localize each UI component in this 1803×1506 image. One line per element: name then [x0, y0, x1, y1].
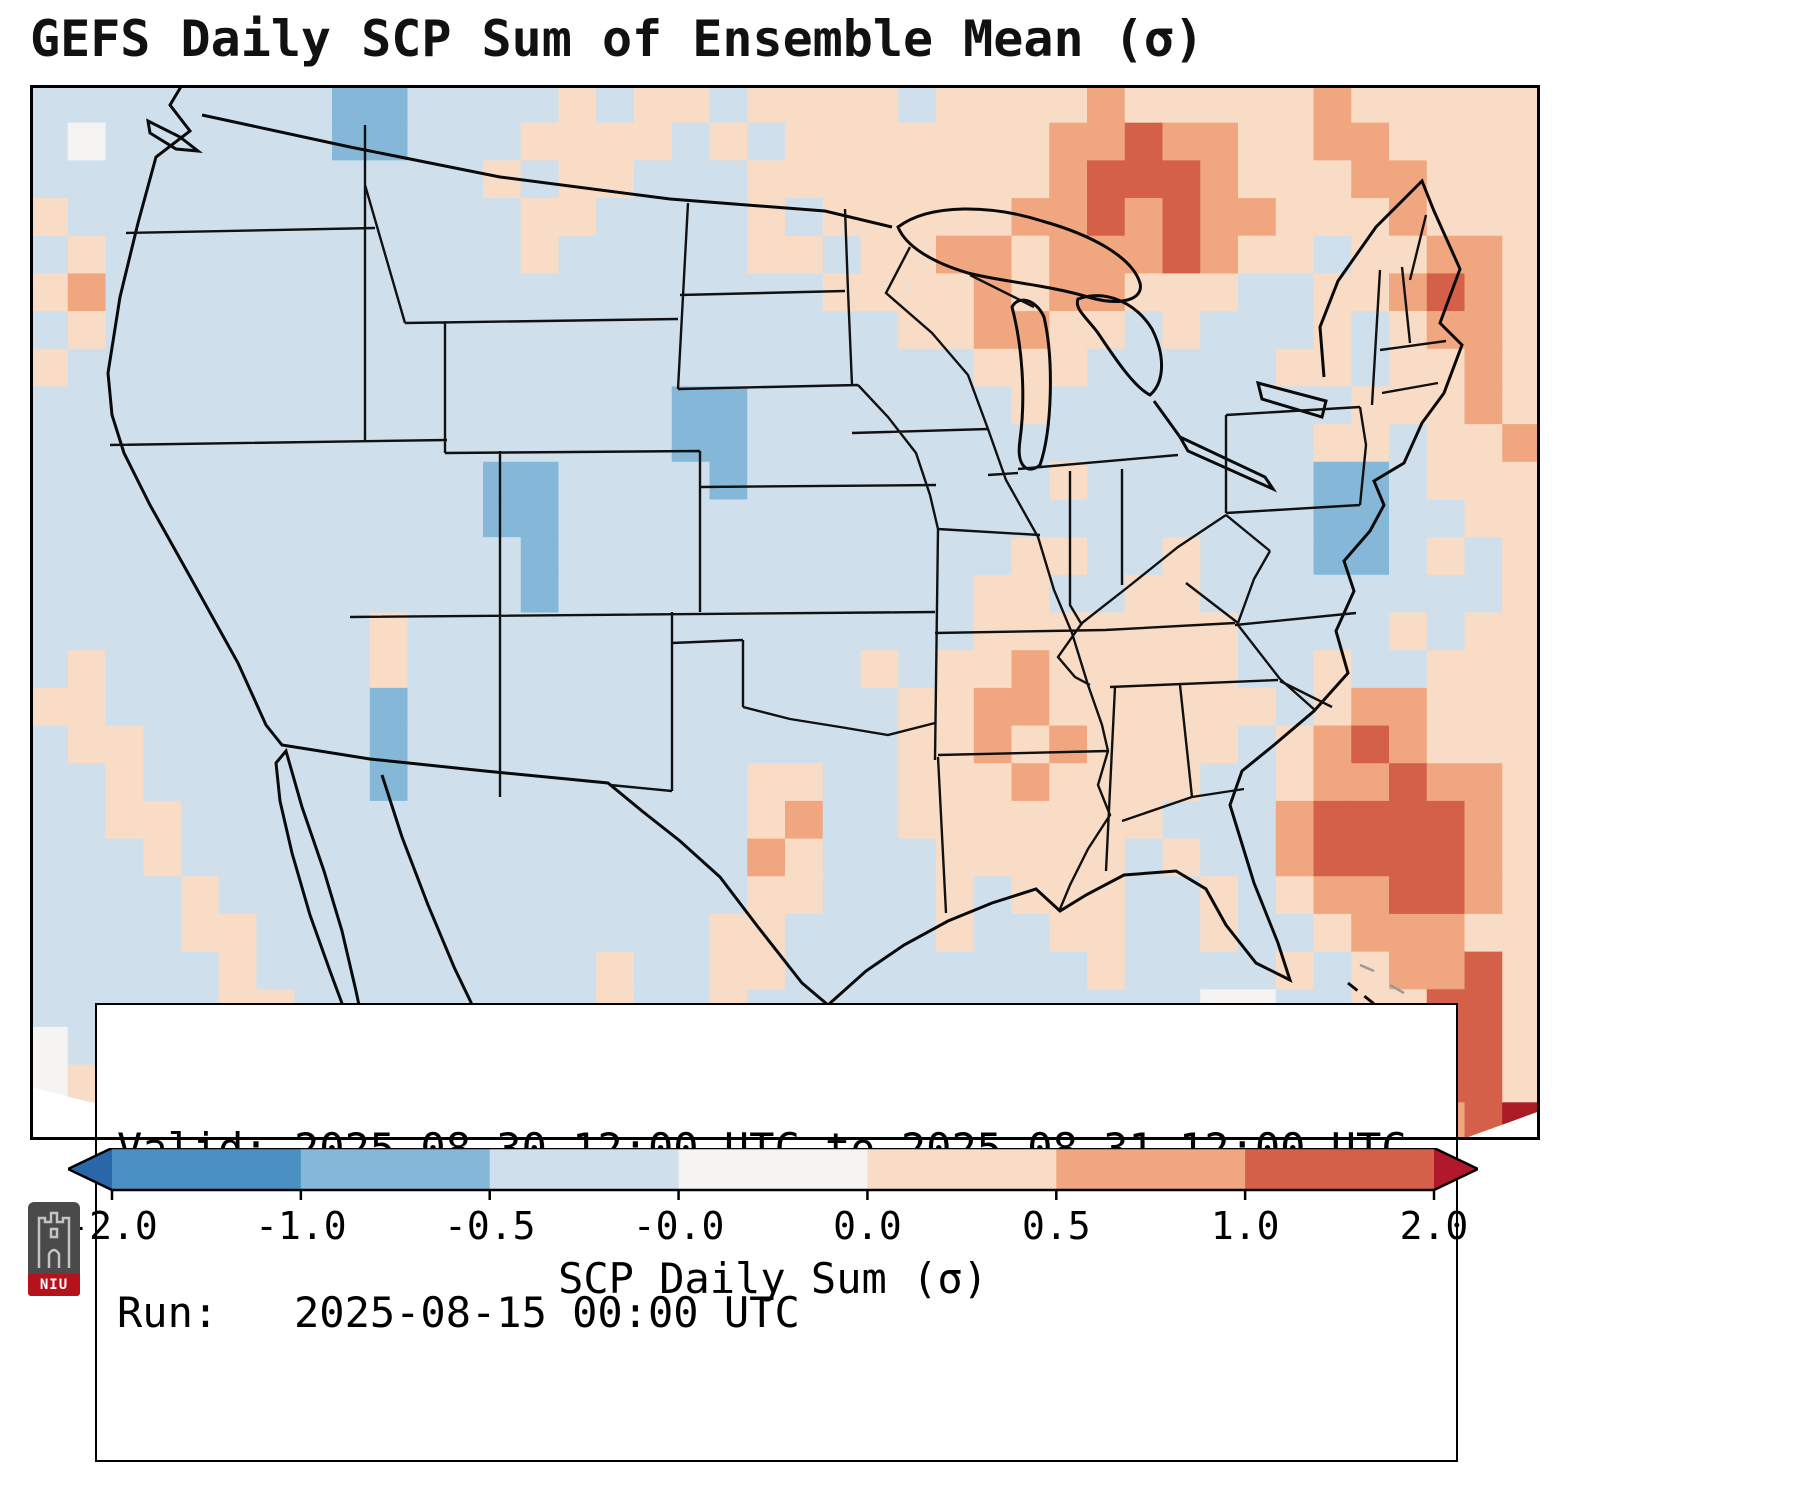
great-lakes: [896, 207, 1328, 493]
colorbar-tick-label: 0.5: [1021, 1204, 1091, 1248]
state-borders: [109, 125, 1447, 914]
niu-logo: NIU: [28, 1202, 80, 1296]
info-run-line: Run: 2025-08-15 00:00 UTC: [117, 1287, 800, 1337]
map-axes: Valid: 2025-08-30 12:00 UTC to 2025-08-3…: [30, 85, 1540, 1462]
colorbar-tick-label: 1.0: [1210, 1204, 1280, 1248]
colorbar-tick-label: -2.0: [66, 1204, 158, 1248]
coastline: [106, 85, 1464, 1007]
colorbar-svg: [68, 1148, 1478, 1200]
map-borders: [30, 85, 1540, 1140]
niu-logo-text: NIU: [28, 1274, 80, 1296]
colorbar-tick-label: 0.0: [833, 1204, 902, 1248]
canada-border: [146, 113, 893, 229]
colorbar-axis-label: SCP Daily Sum (σ): [558, 1254, 988, 1303]
niu-castle-icon: [28, 1202, 80, 1274]
colorbar-ticks: -2.0 -1.0 -0.5 -0.0 0.0 0.5 1.0 2.0: [66, 1204, 1468, 1252]
figure-title: GEFS Daily SCP Sum of Ensemble Mean (σ): [30, 10, 1204, 68]
colorbar-tick-label: -0.5: [443, 1204, 536, 1248]
colorbar-tick-label: -0.0: [632, 1204, 725, 1248]
no-data-wedge-right: [1460, 1111, 1540, 1140]
colorbar-tick-label: -1.0: [255, 1204, 347, 1248]
colorbar-tick-label: 2.0: [1399, 1204, 1469, 1248]
